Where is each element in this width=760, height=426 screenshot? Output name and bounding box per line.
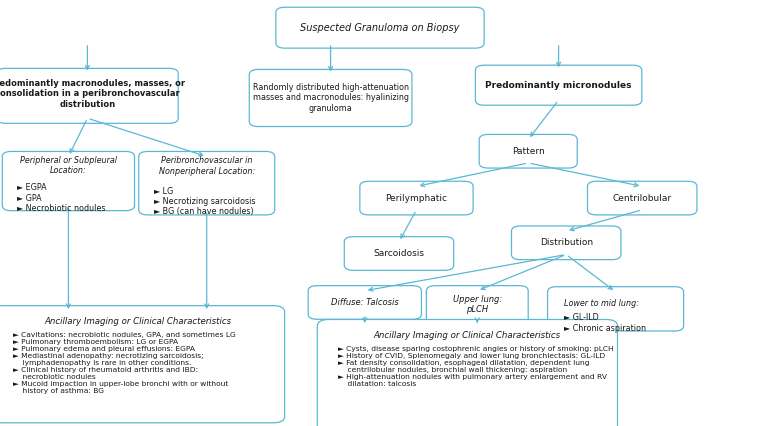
Text: Peripheral or Subpleural
Location:: Peripheral or Subpleural Location: [20,156,117,176]
Text: Predominantly micronodules: Predominantly micronodules [486,81,632,90]
FancyBboxPatch shape [547,287,684,331]
Text: Sarcoidosis: Sarcoidosis [373,249,425,258]
FancyBboxPatch shape [344,237,454,271]
Text: ► EGPA
► GPA
► Necrobiotic nodules: ► EGPA ► GPA ► Necrobiotic nodules [17,183,106,213]
Text: Ancillary Imaging or Clinical Characteristics: Ancillary Imaging or Clinical Characteri… [45,317,232,326]
Text: Upper lung:
pLCH: Upper lung: pLCH [453,295,502,314]
Text: ► GL-ILD
► Chronic aspiration: ► GL-ILD ► Chronic aspiration [564,313,646,333]
Text: Predominantly macronodules, masses, or
consolidation in a peribronchovascular
di: Predominantly macronodules, masses, or c… [0,79,185,109]
FancyBboxPatch shape [249,69,412,127]
FancyBboxPatch shape [0,68,178,124]
FancyBboxPatch shape [360,181,473,215]
Text: Suspected Granuloma on Biopsy: Suspected Granuloma on Biopsy [300,23,460,33]
FancyBboxPatch shape [511,226,621,260]
Text: Ancillary Imaging or Clinical Characteristics: Ancillary Imaging or Clinical Characteri… [374,331,561,340]
FancyBboxPatch shape [476,65,641,105]
FancyBboxPatch shape [587,181,697,215]
Text: ► Cavitations: necrobiotic nodules, GPA, and sometimes LG
► Pulmonary thromboemb: ► Cavitations: necrobiotic nodules, GPA,… [13,332,236,394]
FancyBboxPatch shape [308,286,421,320]
FancyBboxPatch shape [138,152,275,215]
FancyBboxPatch shape [0,306,284,423]
Text: Pattern: Pattern [511,147,545,156]
FancyBboxPatch shape [2,152,135,211]
Text: ► LG
► Necrotizing sarcoidosis
► BG (can have nodules): ► LG ► Necrotizing sarcoidosis ► BG (can… [154,187,255,216]
FancyBboxPatch shape [318,320,617,426]
FancyBboxPatch shape [276,7,484,48]
Text: Distribution: Distribution [540,238,593,248]
Text: Diffuse: Talcosis: Diffuse: Talcosis [331,298,399,307]
Text: Randomly distributed high-attenuation
masses and macronodules: hyalinizing
granu: Randomly distributed high-attenuation ma… [252,83,409,113]
Text: Perilymphatic: Perilymphatic [385,193,448,203]
Text: ► Cysts, disease sparing costophrenic angles or history of smoking: pLCH
► Histo: ► Cysts, disease sparing costophrenic an… [337,346,613,387]
Text: Centrilobular: Centrilobular [613,193,672,203]
Text: Lower to mid lung:: Lower to mid lung: [564,299,639,308]
FancyBboxPatch shape [426,286,528,324]
FancyBboxPatch shape [479,135,577,168]
Text: Peribronchovascular in
Nonperipheral Location:: Peribronchovascular in Nonperipheral Loc… [159,156,255,176]
